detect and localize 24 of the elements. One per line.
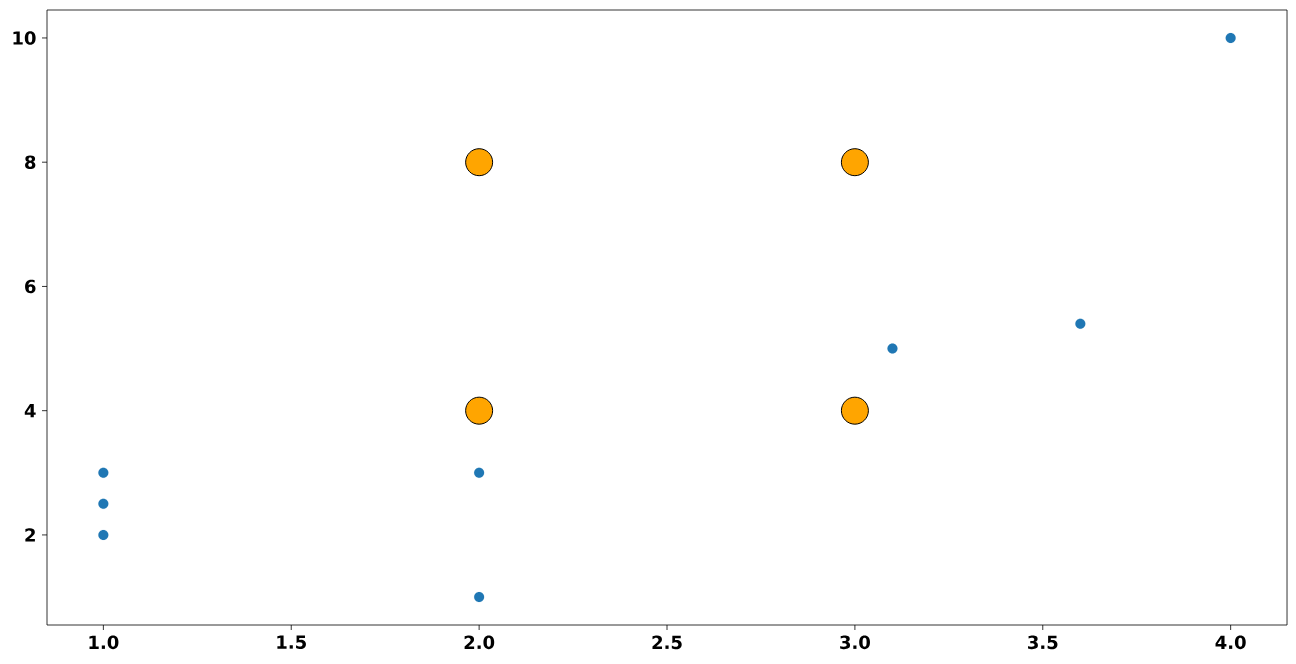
point	[887, 343, 898, 354]
point	[474, 467, 485, 478]
point	[474, 591, 485, 603]
point	[98, 529, 109, 540]
y-tick-label: 8	[25, 155, 36, 169]
x-tick-label: 4.0	[1215, 635, 1246, 650]
y-tick-label: 4	[24, 404, 36, 418]
point	[1075, 318, 1086, 329]
point	[465, 396, 494, 425]
point	[465, 148, 494, 177]
x-tick-label: 2.0	[464, 635, 495, 650]
point	[840, 148, 869, 177]
point	[840, 396, 869, 425]
y-tick-label: 10	[13, 31, 36, 45]
x-tick-label: 3.0	[840, 635, 870, 650]
x-tick-label: 2.5	[652, 635, 682, 650]
x-tick-label: 1.5	[277, 635, 306, 649]
point	[98, 467, 109, 478]
point	[98, 498, 109, 509]
y-tick-label: 2	[25, 528, 35, 542]
y-tick-label: 6	[25, 279, 36, 294]
point	[1225, 32, 1236, 44]
x-tick-label: 3.5	[1028, 635, 1058, 650]
x-tick-label: 1.0	[89, 635, 119, 650]
